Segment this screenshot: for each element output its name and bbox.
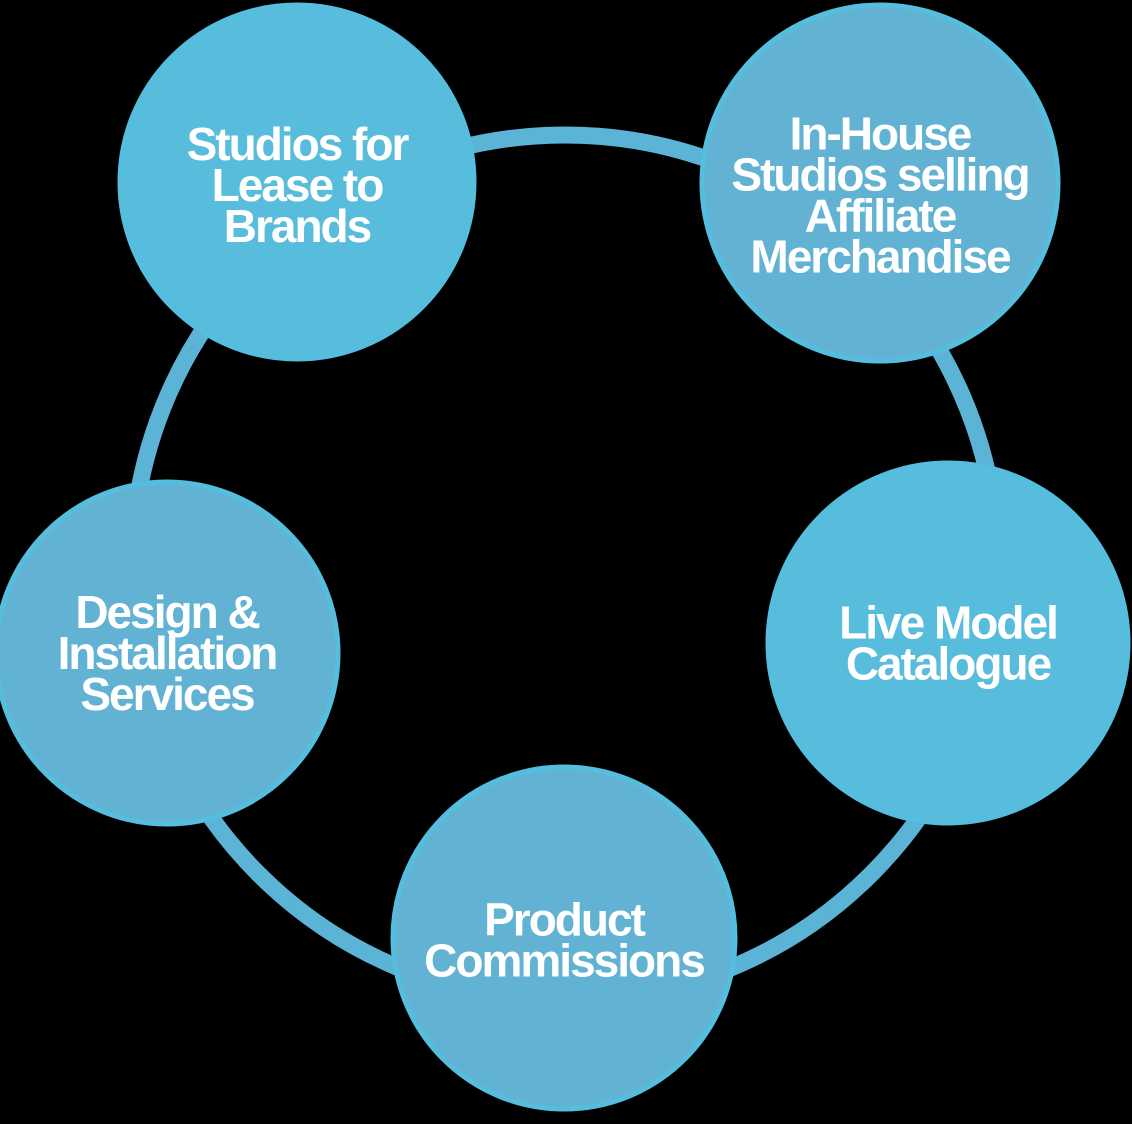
node-label-line: Design &: [75, 586, 259, 638]
node-label-line: Commissions: [424, 935, 704, 987]
node-label-line: Studios selling: [731, 149, 1028, 201]
node-circle: [117, 2, 477, 362]
node-circle: [765, 460, 1131, 826]
node-label-line: Live Model: [839, 597, 1057, 649]
node-label-line: Services: [80, 668, 254, 720]
node-label-line: In-House: [790, 108, 972, 160]
node-label-line: Installation: [58, 627, 277, 679]
node-label-line: Lease to: [212, 159, 384, 211]
node-label-line: Product: [484, 894, 645, 946]
node-label-line: Affiliate: [805, 190, 957, 242]
node-label-line: Brands: [224, 200, 371, 252]
node-circle: [699, 2, 1061, 364]
node-circle: [390, 764, 738, 1112]
node-label-line: Catalogue: [846, 638, 1052, 690]
node-circle: [0, 479, 341, 827]
node-label-line: Studios for: [187, 118, 410, 170]
node-label-line: Merchandise: [750, 231, 1011, 283]
